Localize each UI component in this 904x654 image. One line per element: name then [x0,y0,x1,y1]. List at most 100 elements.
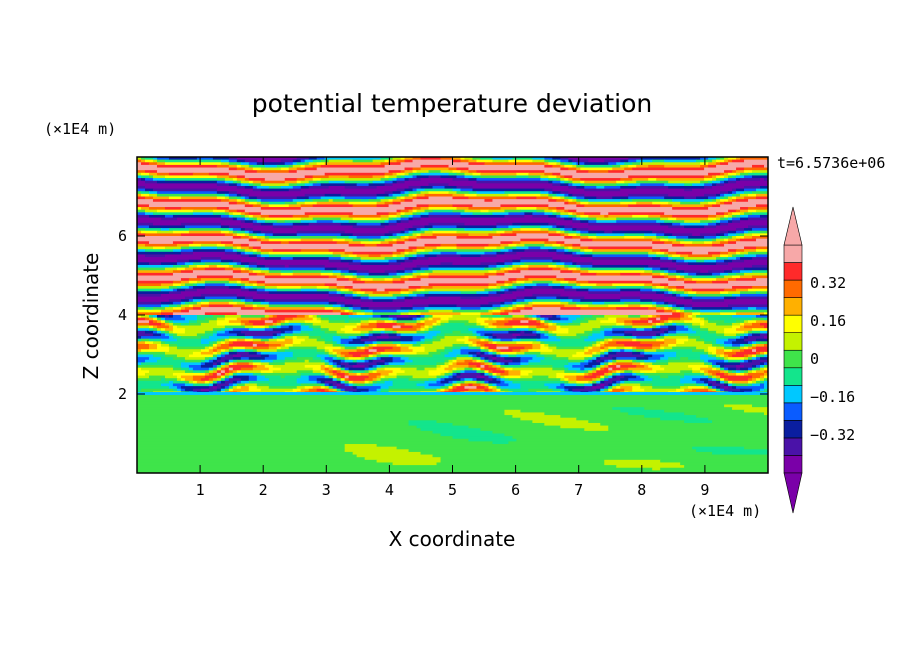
field-cell [584,386,593,390]
field-cell [496,349,502,353]
field-cell [584,251,593,256]
field-cell [748,214,761,219]
field-cell [232,299,242,303]
field-cell [137,462,394,466]
field-cell [724,349,733,353]
field-cell [704,349,709,353]
field-cell [292,222,310,227]
field-cell [236,167,246,171]
field-cell [324,383,330,387]
field-cell [344,383,350,387]
field-cell [728,199,733,203]
field-cell [524,249,549,253]
field-cell [424,325,430,329]
field-cell [724,383,729,387]
field-cell [264,307,326,311]
field-cell [680,254,689,258]
field-cell [352,275,358,279]
field-cell [396,446,693,450]
field-cell [220,257,258,261]
field-cell [240,288,250,292]
field-cell [264,280,354,284]
field-cell [476,336,482,340]
field-cell [624,180,637,184]
field-cell [404,170,414,174]
field-cell [404,251,410,256]
field-cell [348,278,358,282]
field-cell [212,365,218,369]
field-cell [236,201,246,205]
field-cell [692,233,701,237]
field-cell [404,214,410,219]
field-cell [616,365,621,369]
field-cell [580,199,589,203]
field-cell [376,322,398,327]
field-cell [364,457,442,461]
field-cell [440,457,768,461]
field-cell [656,309,665,313]
field-cell [180,207,218,211]
field-cell [224,338,230,342]
field-cell [168,349,202,353]
field-cell [348,307,354,311]
field-cell [676,322,685,327]
field-cell [584,383,593,387]
field-cell [704,178,713,182]
field-cell [236,380,242,385]
field-cell [484,357,490,361]
field-cell [228,386,234,390]
field-cell [764,354,768,358]
field-cell [328,180,346,184]
field-cell [340,346,346,350]
field-cell [320,372,326,377]
field-cell [336,370,342,374]
field-cell [168,286,178,290]
field-cell [540,315,553,319]
field-cell [304,178,314,182]
field-cell [348,236,358,240]
field-cell [424,209,434,213]
field-cell [660,238,669,242]
field-cell [248,267,254,271]
field-cell [408,293,418,298]
field-cell [560,336,581,340]
field-cell [732,325,741,329]
field-cell [260,238,270,242]
field-cell [500,241,513,245]
field-cell [588,420,685,424]
field-cell [392,217,398,221]
field-cell [636,328,645,332]
field-cell [592,354,597,358]
field-cell [344,446,398,450]
field-cell [180,280,190,284]
field-cell [324,338,334,342]
field-cell [420,164,450,169]
field-cell [480,304,494,308]
field-cell [748,380,753,385]
field-cell [728,378,749,382]
field-cell [424,380,438,385]
field-cell [484,162,545,166]
field-cell [192,367,210,371]
field-cell [384,175,390,179]
field-cell [764,325,768,329]
field-cell [160,322,166,327]
field-cell [248,183,254,187]
field-cell [272,322,278,327]
field-cell [228,388,234,392]
field-cell [452,343,470,348]
field-cell [708,386,713,390]
field-cell [724,296,737,300]
field-cell [368,199,382,203]
field-cell [760,365,765,369]
field-cell [604,383,609,387]
field-cell [480,336,486,340]
field-cell [480,359,486,363]
field-cell [684,322,693,327]
field-cell [604,354,609,358]
field-cell [468,354,474,358]
field-cell [316,220,334,224]
field-cell [176,338,202,342]
field-cell [748,359,753,363]
field-cell [716,362,741,366]
